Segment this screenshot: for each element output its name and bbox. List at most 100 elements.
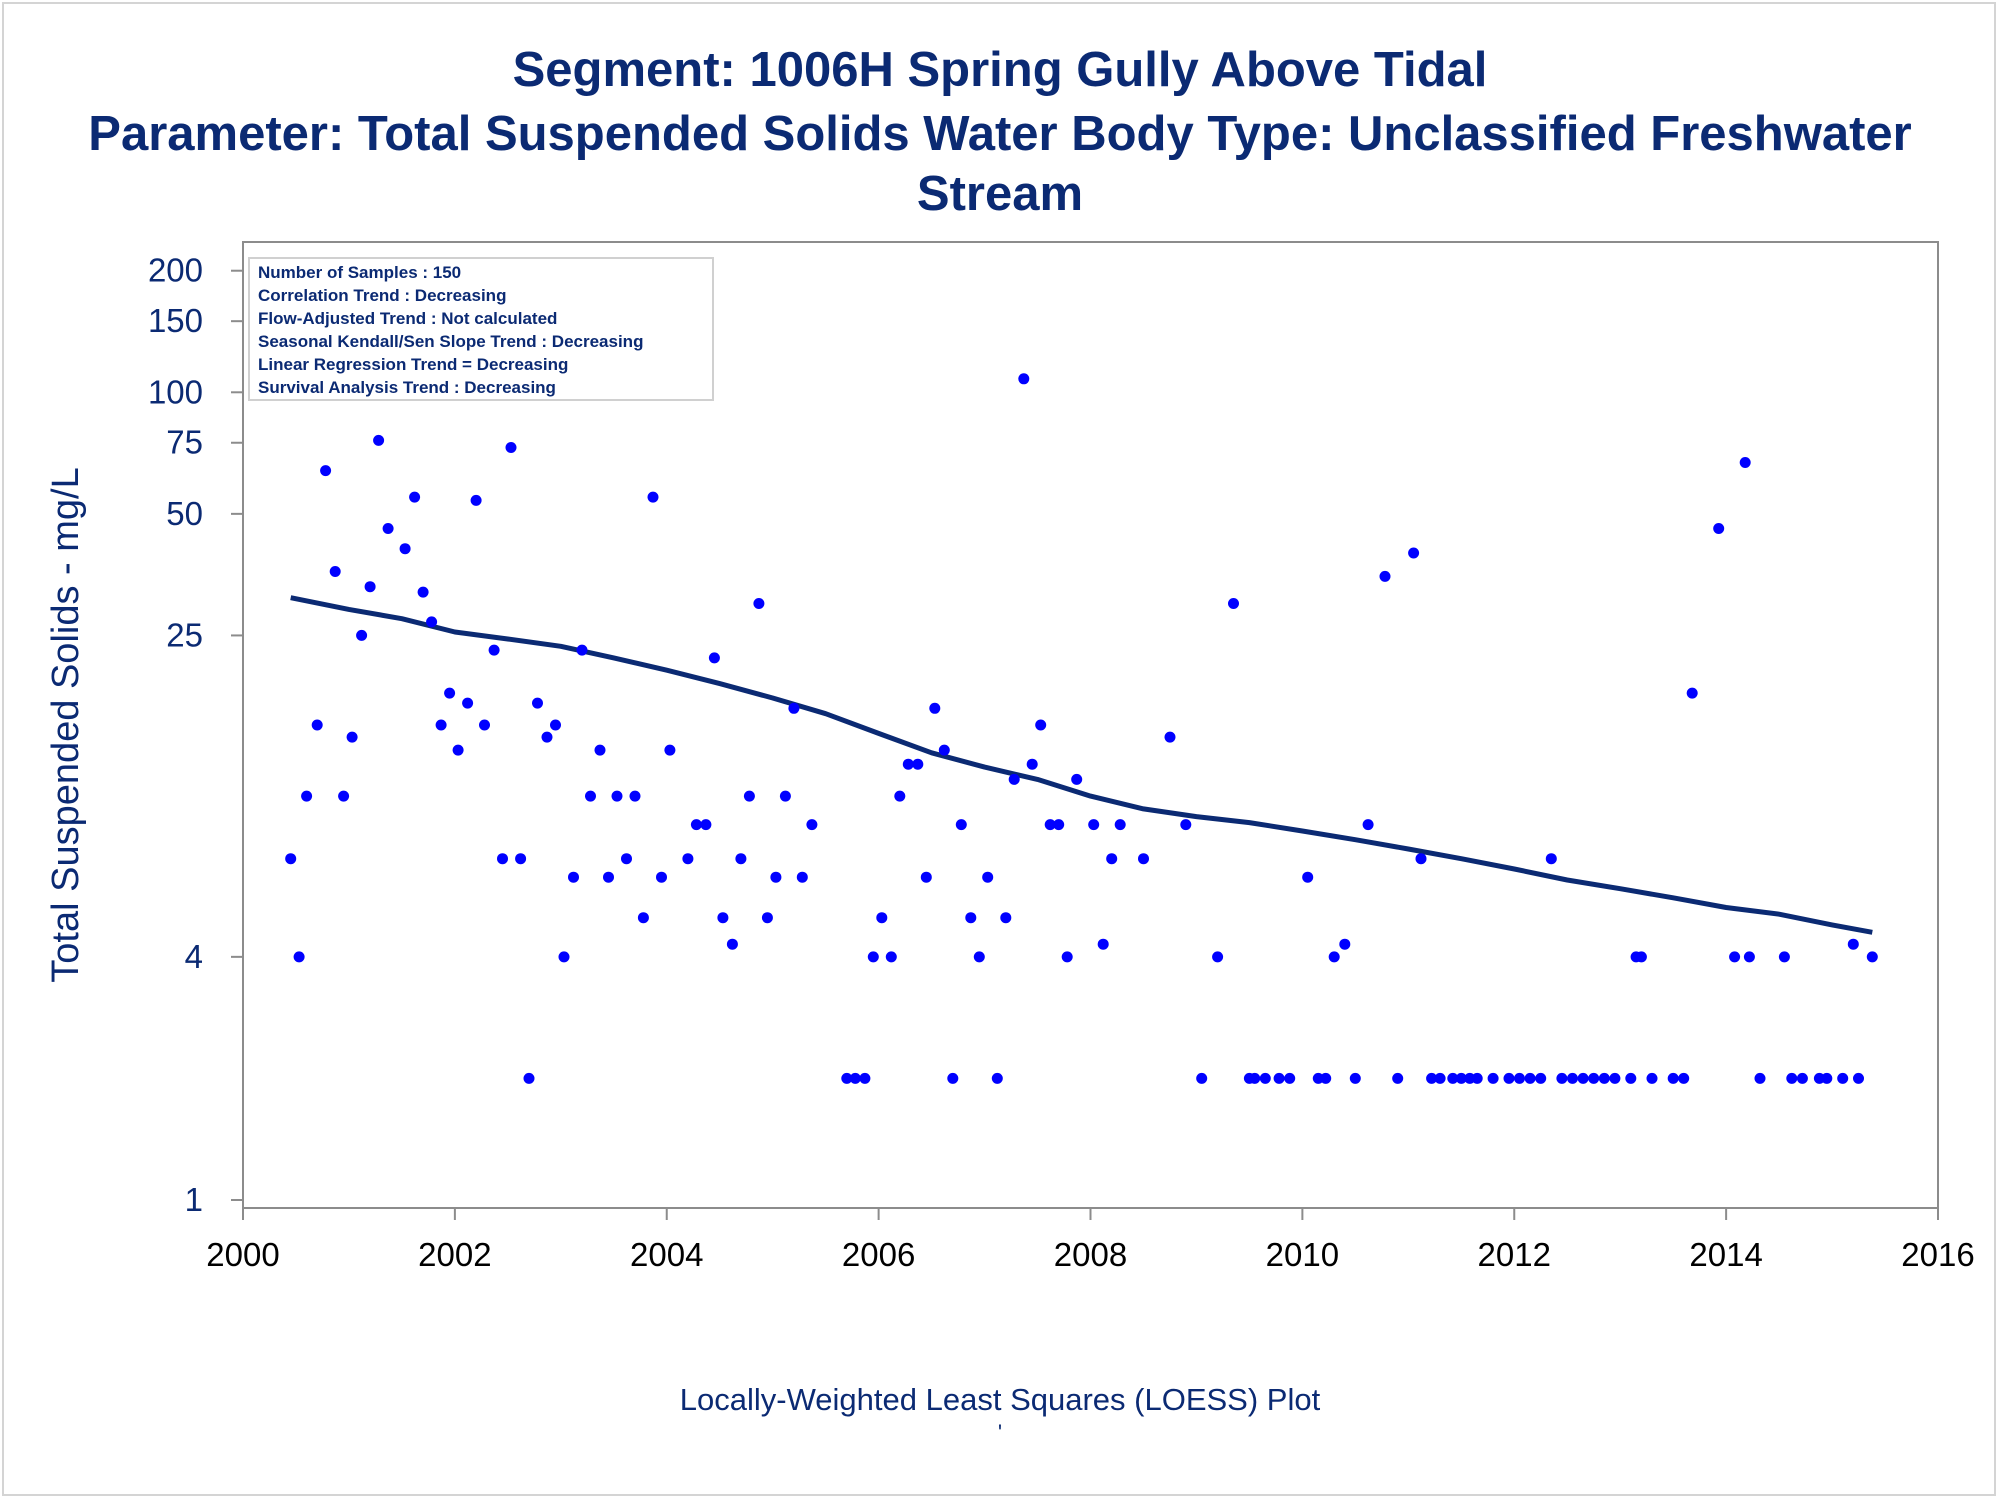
data-point — [444, 687, 456, 699]
x-tick-label: 2004 — [630, 1236, 703, 1273]
data-point — [796, 871, 808, 883]
loess-line — [290, 595, 1873, 935]
data-point — [947, 1072, 959, 1084]
data-point — [1035, 719, 1047, 731]
data-point — [1487, 1072, 1499, 1084]
data-point — [708, 652, 720, 664]
stats-box-frame — [248, 257, 714, 401]
data-point — [1349, 1072, 1361, 1084]
data-point — [1379, 570, 1391, 582]
data-point — [1097, 938, 1109, 950]
data-point — [1114, 819, 1126, 831]
loess-layer — [290, 595, 1873, 935]
data-point — [1471, 1072, 1483, 1084]
data-point — [920, 871, 932, 883]
data-point — [885, 951, 897, 963]
x-tick-label: 2016 — [1901, 1236, 1974, 1273]
stats-line: Number of Samples : 150 — [258, 263, 461, 282]
data-point — [1106, 853, 1118, 865]
data-point — [558, 951, 570, 963]
data-point — [1026, 758, 1038, 770]
data-point — [1646, 1072, 1658, 1084]
data-point — [470, 494, 482, 506]
data-point — [743, 790, 755, 802]
y-axis: 1 4 25 50 75 100 150 200 — [148, 252, 243, 1218]
data-point — [1713, 523, 1725, 534]
data-point — [479, 719, 490, 731]
data-point — [1228, 598, 1239, 609]
data-point — [1392, 1072, 1404, 1084]
data-point — [523, 1072, 535, 1084]
y-tick-label: 50 — [166, 495, 203, 532]
data-point — [435, 719, 447, 731]
data-point — [753, 598, 765, 609]
data-point — [849, 1072, 861, 1084]
data-point — [788, 702, 800, 714]
data-point — [876, 912, 888, 924]
data-point — [399, 543, 411, 555]
data-point — [364, 581, 376, 593]
data-point — [1866, 951, 1878, 963]
data-point — [859, 1072, 871, 1084]
data-point — [594, 744, 606, 756]
data-point — [912, 758, 924, 770]
data-point — [806, 819, 818, 831]
data-point — [1796, 1072, 1808, 1084]
data-point — [488, 644, 500, 656]
data-point — [550, 719, 561, 731]
x-tick-label: 2006 — [842, 1236, 915, 1273]
footnote-mark: ' — [997, 1420, 1003, 1445]
data-point — [1434, 1072, 1446, 1084]
data-point — [726, 938, 738, 950]
data-point — [603, 871, 614, 883]
x-tick-label: 2000 — [206, 1236, 279, 1273]
data-point — [356, 629, 368, 641]
data-point — [515, 853, 527, 865]
y-tick-label: 200 — [148, 252, 203, 289]
data-point — [690, 819, 702, 831]
data-point — [841, 1072, 853, 1084]
data-point — [1164, 731, 1176, 743]
data-point — [1837, 1072, 1849, 1084]
data-point — [1088, 819, 1100, 831]
data-point — [346, 731, 358, 743]
data-point — [1567, 1072, 1578, 1084]
data-point — [1196, 1072, 1208, 1084]
data-point — [1739, 457, 1751, 468]
data-point — [505, 442, 517, 453]
data-point — [1609, 1072, 1621, 1084]
x-tick-label: 2002 — [418, 1236, 491, 1273]
data-point — [1408, 547, 1420, 559]
data-point — [293, 951, 305, 963]
data-point — [1447, 1072, 1459, 1084]
x-tick-label: 2014 — [1689, 1236, 1762, 1273]
data-point — [426, 616, 438, 628]
stats-line: Linear Regression Trend = Decreasing — [258, 355, 568, 374]
data-point — [982, 871, 994, 883]
data-point — [1588, 1072, 1600, 1084]
data-point — [1535, 1072, 1547, 1084]
data-point — [1678, 1072, 1690, 1084]
data-point — [452, 744, 464, 756]
data-point — [1061, 951, 1073, 963]
data-point — [1415, 853, 1427, 865]
data-point — [1556, 1072, 1568, 1084]
stats-legend-box: Number of Samples : 150 Correlation Trend… — [248, 257, 714, 401]
data-point — [1249, 1072, 1261, 1084]
stats-line: Correlation Trend : Decreasing — [258, 286, 506, 305]
data-point — [585, 790, 596, 802]
data-point — [1426, 1072, 1438, 1084]
data-point — [568, 871, 579, 883]
data-point — [1339, 938, 1351, 950]
chart-title: Segment: 1006H Spring Gully Above Tidal — [512, 43, 1488, 97]
x-tick-label: 2008 — [1054, 1236, 1127, 1273]
data-point — [1000, 912, 1012, 924]
x-tick-label: 2012 — [1478, 1236, 1551, 1273]
data-point — [664, 744, 676, 756]
data-point — [656, 871, 667, 883]
data-point — [497, 853, 508, 865]
data-point — [1778, 951, 1790, 963]
data-point — [629, 790, 641, 802]
chart-subtitle: Parameter: Total Suspended Solids Water … — [88, 107, 1912, 161]
